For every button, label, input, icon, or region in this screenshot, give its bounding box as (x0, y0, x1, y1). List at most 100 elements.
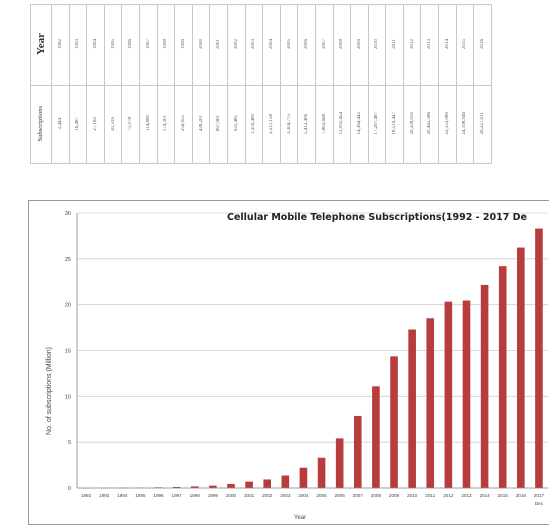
year-cell: 1993 (68, 4, 88, 86)
subscriptions-value: 27,182 (92, 116, 98, 131)
year-value: 2015 (462, 39, 468, 49)
subscriptions-cell: 1,359,400 (244, 85, 264, 164)
year-cell: 2008 (332, 4, 352, 86)
bar (227, 483, 235, 488)
year-value: 2004 (268, 39, 274, 49)
year-cell: 1999 (174, 4, 193, 86)
bar (335, 438, 344, 488)
bar (390, 356, 398, 488)
subscriptions-cell: 22,153,080 (438, 85, 457, 164)
year-cell: 2005 (279, 4, 299, 86)
year-cell: 2009 (350, 4, 369, 86)
subscriptions-value: 71,078 (128, 116, 134, 131)
bar (535, 228, 543, 489)
x-tick-label: 1997 (172, 493, 183, 498)
subscriptions-value: 24,198,946 (462, 112, 468, 135)
subscriptions-cell: 26,227,011 (473, 85, 492, 164)
subscriptions-value: 7,863,668 (321, 113, 327, 134)
subscriptions-value: 931,485 (233, 115, 239, 132)
year-cell: 1998 (156, 4, 176, 86)
year-cell: 2013 (420, 4, 440, 86)
subscriptions-cell: 5,412,406 (297, 85, 316, 164)
y-tick-label: 5 (68, 440, 71, 446)
subscriptions-value: 114,880 (145, 115, 151, 132)
chart-frame: 0 5 10 15 20 25 30 1992 1993 1994 1995 1996 1997 1998… (28, 200, 549, 525)
subscriptions-cell: 24,198,946 (455, 85, 475, 164)
year-cell: 1994 (86, 4, 105, 86)
subscriptions-cell: 174,301 (156, 85, 176, 164)
bar (172, 486, 181, 488)
bar (372, 386, 380, 488)
subscriptions-value: 2,444 (57, 117, 63, 130)
year-value: 2002 (233, 39, 239, 49)
subscriptions-cell: 17,287,487 (367, 85, 387, 164)
subscriptions-cell: 697,961 (209, 85, 228, 164)
grid-layer (77, 212, 548, 489)
bar (317, 457, 326, 488)
subscriptions-cell: 931,485 (226, 85, 246, 164)
year-value: 1995 (110, 39, 116, 49)
subscriptions-value: 16,487 (75, 116, 81, 131)
x-tick-label: 2012 (443, 493, 454, 498)
subscriptions-cell: 27,182 (86, 85, 105, 164)
table-row-subscriptions: Subscriptions 2,444 16,487 27,182 41,316 71,… (30, 85, 492, 164)
year-cell: 1995 (103, 4, 123, 86)
subscriptions-value: 14,364,442 (356, 112, 362, 135)
y-tick-label: 20 (65, 303, 71, 309)
x-tick-label: 2006 (335, 493, 346, 498)
x-tick-label: 2011 (425, 493, 435, 498)
bar (299, 467, 308, 488)
subscriptions-cell: 71,078 (121, 85, 140, 164)
year-value: 2009 (356, 39, 362, 49)
x-tick-label: 1998 (190, 493, 201, 498)
axis-layer: 0 5 10 15 20 25 30 1992 1993 1994 1995 1996 1997 1998… (65, 211, 548, 506)
bar (498, 266, 507, 488)
x-tick-label: 1994 (117, 493, 128, 498)
year-cell: 2006 (297, 4, 316, 86)
subscriptions-value: 26,227,011 (480, 112, 486, 135)
x-tick-label: 2003 (280, 493, 291, 498)
bar (517, 247, 525, 488)
x-tick-label: 2005 (316, 493, 327, 498)
year-value: 2012 (409, 39, 415, 49)
year-value: 1996 (128, 39, 134, 49)
year-cell: 2001 (209, 4, 228, 86)
x-tick-label: 1996 (153, 493, 164, 498)
x-tick-label: 1995 (135, 493, 146, 498)
year-cell: 2007 (314, 4, 334, 86)
year-value: 2005 (286, 39, 292, 49)
bar (408, 329, 416, 488)
year-value: 1993 (75, 39, 81, 49)
chart-title: Cellular Mobile Telephone Subscriptions(… (227, 212, 527, 223)
subscriptions-value: 697,961 (216, 115, 222, 132)
subscriptions-value: 17,287,487 (374, 112, 380, 135)
y-tick-label: 25 (65, 257, 71, 263)
bar (245, 481, 253, 488)
subscriptions-cell: 18,519,447 (385, 85, 404, 164)
subscriptions-value: 1,359,400 (251, 113, 257, 134)
year-value: 1998 (163, 39, 169, 49)
year-cell: 1997 (138, 4, 158, 86)
subscriptions-value: 5,412,406 (304, 113, 310, 134)
table-row-year: Year 1992 1993 1994 1995 1996 1997 1998 1999 200… (30, 4, 492, 86)
year-value: 2016 (480, 39, 486, 49)
year-header-cell: Year (30, 4, 52, 86)
x-tick-label: 2016 (516, 493, 527, 498)
x-axis-label: Year (294, 515, 306, 521)
year-value: 2001 (216, 39, 222, 49)
subscriptions-cell: 14,364,442 (350, 85, 369, 164)
year-value: 2003 (251, 39, 257, 49)
subscriptions-value: 174,301 (163, 115, 169, 132)
year-value: 2006 (304, 39, 310, 49)
year-cell: 2014 (438, 4, 457, 86)
subscriptions-value: 438,201 (198, 115, 204, 132)
bar (426, 318, 435, 488)
subscriptions-cell: 16,487 (68, 85, 88, 164)
subscriptions-cell: 114,880 (138, 85, 158, 164)
x-tick-label: 2004 (298, 493, 309, 498)
year-cell: 2002 (226, 4, 246, 86)
x-tick-label: 2009 (389, 493, 400, 498)
bar (462, 300, 471, 488)
year-value: 2007 (321, 39, 327, 49)
subscriptions-cell: 2,444 (51, 85, 70, 164)
